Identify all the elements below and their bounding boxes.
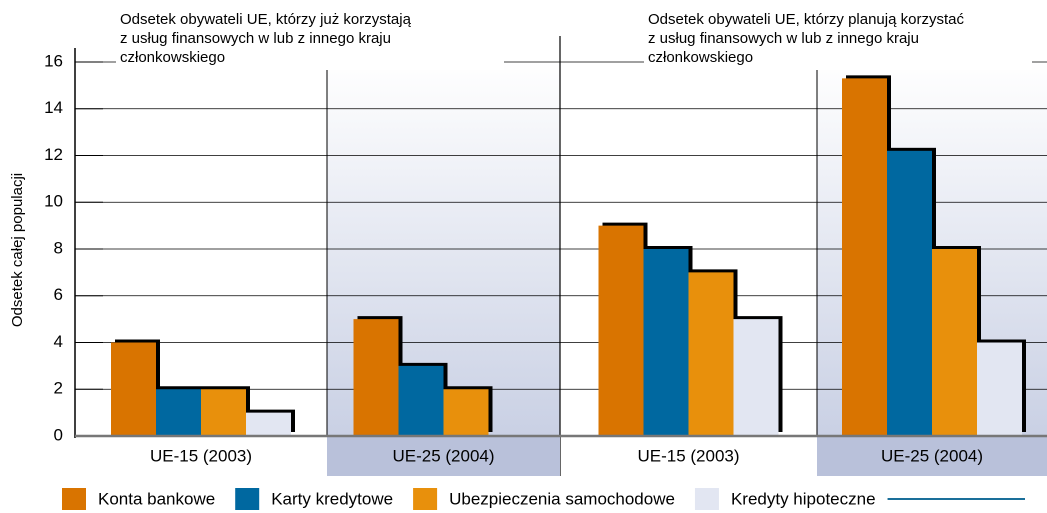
y-tick-label: 16 <box>44 51 63 70</box>
y-tick-label: 12 <box>44 145 63 164</box>
bar <box>111 342 156 436</box>
bar <box>598 225 644 436</box>
legend-label: Karty kredytowe <box>271 489 393 508</box>
bar <box>156 389 201 436</box>
y-tick-label: 6 <box>54 285 63 304</box>
bar <box>887 150 932 436</box>
category-cell <box>327 436 560 476</box>
panel-title: Odsetek obywateli UE, którzy planują kor… <box>648 11 964 28</box>
legend-swatch <box>62 488 86 510</box>
legend-label: Konta bankowe <box>98 489 215 508</box>
panel-title: z usług finansowych w lub z innego kraju <box>648 30 919 47</box>
x-tick-label: UE-25 (2004) <box>881 446 983 465</box>
bar <box>353 319 399 436</box>
plot: 0 2 4 6 8 10 12 14 16 Odsetek obywateli UE, którz… <box>44 8 1047 510</box>
x-tick-label: UE-15 (2003) <box>637 446 739 465</box>
title-background <box>116 8 504 70</box>
y-tick-label: 14 <box>44 98 63 117</box>
y-tick-label: 2 <box>54 379 63 398</box>
bar <box>688 272 734 436</box>
y-tick-label: 8 <box>54 238 63 257</box>
legend-label: Kredyty hipoteczne <box>731 489 876 508</box>
x-tick-label: UE-25 (2004) <box>392 446 494 465</box>
y-tick-label: 0 <box>54 425 63 444</box>
bar <box>733 319 779 436</box>
title-background <box>644 8 1032 70</box>
panel-title: członkowskiego <box>648 49 753 66</box>
bar <box>643 249 689 436</box>
panel-title: członkowskiego <box>120 49 225 66</box>
legend-label: Ubezpieczenia samochodowe <box>449 489 675 508</box>
x-tick-label: UE-15 (2003) <box>150 446 252 465</box>
panel-title: Odsetek obywateli UE, którzy już korzyst… <box>120 11 412 28</box>
bar <box>398 365 444 436</box>
y-tick-label: 10 <box>44 192 63 211</box>
bar <box>842 78 887 437</box>
legend-swatch <box>694 488 719 510</box>
legend-swatch <box>235 488 260 510</box>
category-cell <box>817 436 1047 476</box>
panel-title: z usług finansowych w lub z innego kraju <box>120 30 391 47</box>
y-tick-label: 4 <box>54 332 63 351</box>
bar <box>977 342 1022 436</box>
bar <box>201 389 246 436</box>
bar <box>443 389 489 436</box>
legend-swatch <box>413 488 438 510</box>
bar <box>932 249 977 436</box>
bar <box>246 412 291 436</box>
y-axis-label: Odsetek całej populacji <box>9 173 26 327</box>
